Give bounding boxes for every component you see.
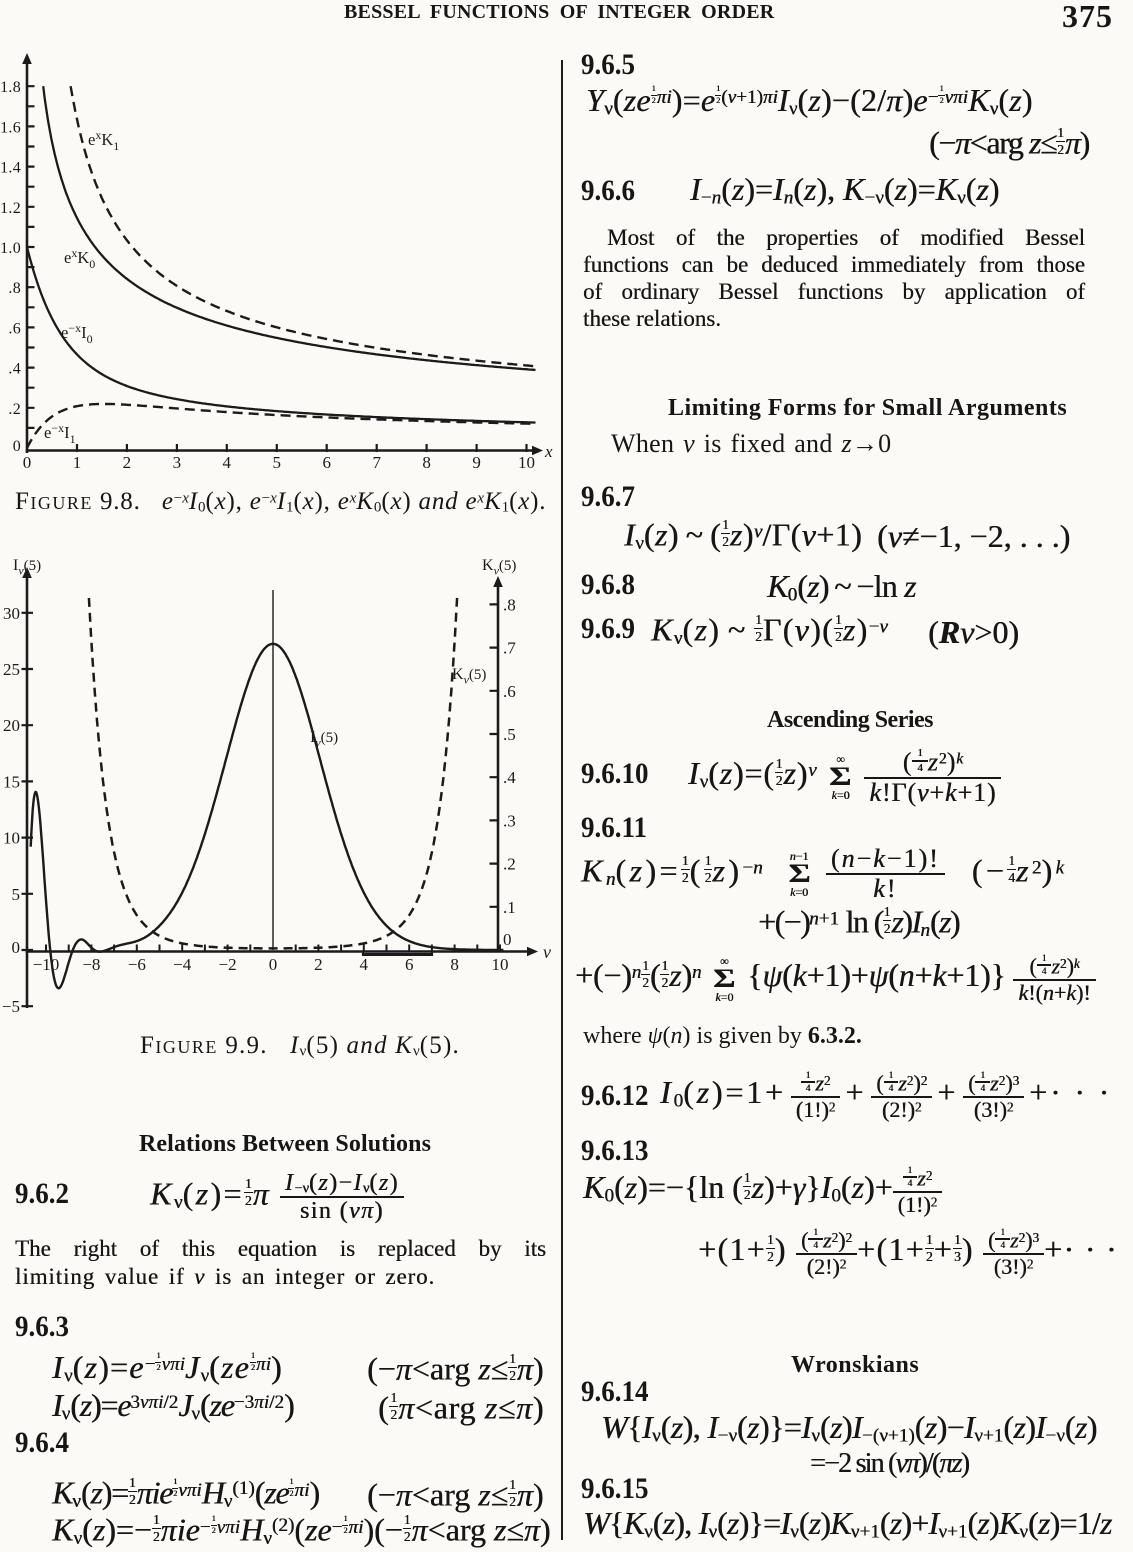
- svg-text:0: 0: [503, 930, 512, 949]
- svg-text:0: 0: [23, 453, 32, 472]
- svg-text:4: 4: [360, 955, 369, 974]
- svg-text:3: 3: [173, 453, 182, 472]
- svg-text:6: 6: [322, 453, 331, 472]
- svg-text:ν: ν: [543, 942, 551, 962]
- svg-text:.5: .5: [503, 725, 516, 744]
- svg-text:.6: .6: [8, 320, 21, 337]
- svg-text:1: 1: [73, 453, 82, 472]
- svg-text:1.4: 1.4: [0, 160, 21, 177]
- svg-text:1.2: 1.2: [0, 200, 21, 217]
- svg-text:9: 9: [472, 453, 481, 472]
- svg-text:15: 15: [3, 772, 20, 791]
- svg-text:.3: .3: [503, 811, 516, 830]
- svg-text:−2: −2: [219, 955, 237, 974]
- svg-text:−8: −8: [82, 955, 100, 974]
- svg-text:Kν(5): Kν(5): [452, 666, 486, 687]
- svg-text:2: 2: [123, 453, 132, 472]
- svg-text:30: 30: [3, 604, 20, 623]
- svg-text:5: 5: [12, 885, 21, 904]
- svg-text:2: 2: [314, 955, 323, 974]
- svg-text:−6: −6: [128, 955, 146, 974]
- svg-text:25: 25: [3, 660, 20, 679]
- svg-text:6: 6: [405, 955, 414, 974]
- svg-text:1.8: 1.8: [0, 79, 21, 96]
- svg-text:5: 5: [273, 453, 282, 472]
- svg-text:8: 8: [422, 453, 431, 472]
- svg-text:Iν(5): Iν(5): [310, 729, 338, 750]
- svg-text:−4: −4: [173, 955, 192, 974]
- svg-text:1.6: 1.6: [0, 119, 21, 136]
- svg-text:.8: .8: [503, 595, 516, 614]
- svg-text:.2: .2: [503, 855, 516, 874]
- svg-text:.8: .8: [8, 280, 21, 297]
- svg-text:10: 10: [518, 453, 535, 472]
- svg-text:10: 10: [492, 955, 509, 974]
- svg-text:.6: .6: [503, 682, 516, 701]
- svg-text:−5: −5: [2, 997, 20, 1016]
- svg-text:.7: .7: [503, 639, 516, 658]
- svg-text:exK1: exK1: [88, 128, 119, 153]
- svg-text:x: x: [544, 442, 553, 461]
- svg-text:−10: −10: [33, 955, 60, 974]
- svg-text:0: 0: [12, 938, 21, 957]
- svg-text:0: 0: [13, 438, 21, 455]
- svg-text:exK0: exK0: [64, 246, 95, 271]
- svg-text:.2: .2: [8, 401, 21, 418]
- svg-text:0: 0: [269, 955, 278, 974]
- svg-text:20: 20: [3, 716, 20, 735]
- svg-text:7: 7: [372, 453, 381, 472]
- svg-text:.4: .4: [8, 361, 21, 378]
- svg-text:.1: .1: [503, 898, 516, 917]
- svg-text:4: 4: [223, 453, 232, 472]
- svg-text:.4: .4: [503, 768, 516, 787]
- svg-text:10: 10: [3, 829, 20, 848]
- svg-text:1.0: 1.0: [0, 240, 21, 257]
- svg-text:e−xI1: e−xI1: [44, 421, 76, 446]
- svg-text:Kν(5): Kν(5): [482, 557, 516, 578]
- svg-text:8: 8: [450, 955, 459, 974]
